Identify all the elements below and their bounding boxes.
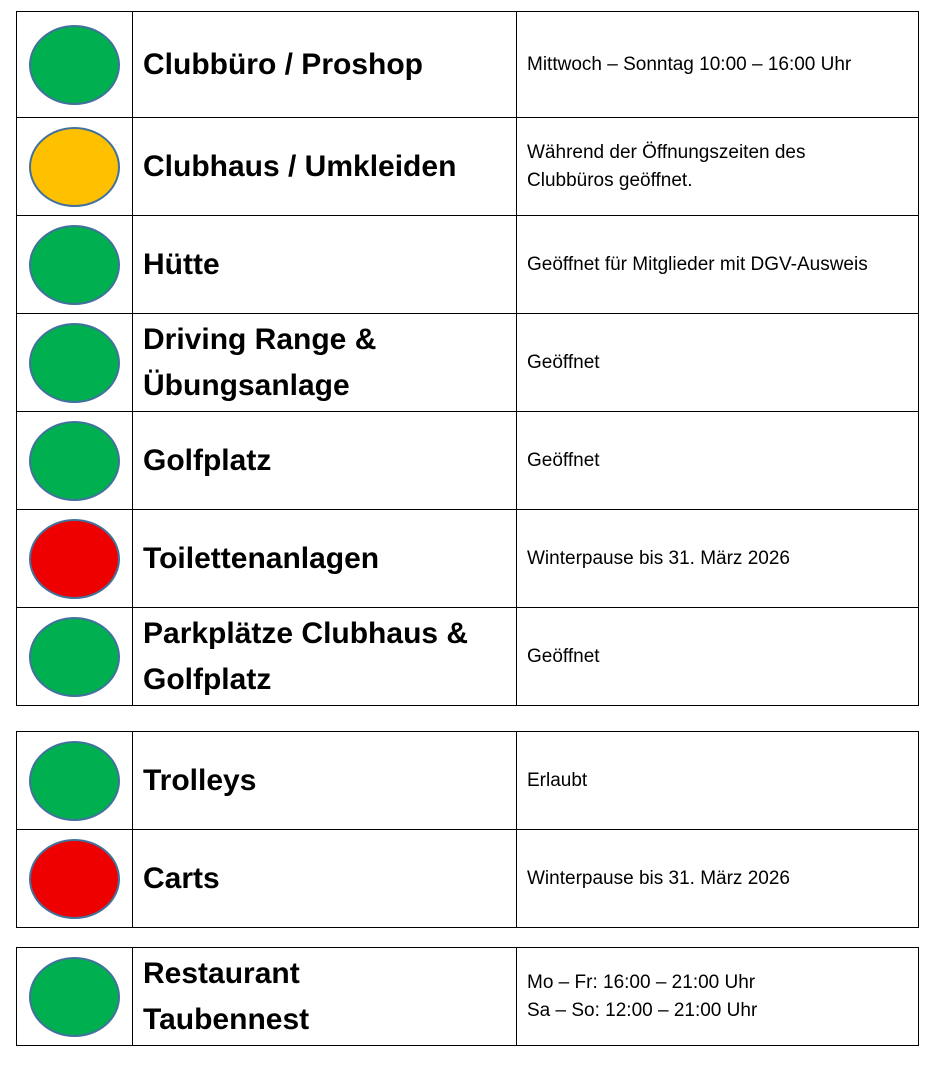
equipment-status-table: Trolleys Erlaubt Carts Winterpause bis 31. …: [16, 731, 919, 928]
status-cell: [17, 12, 133, 117]
facility-info: Winterpause bis 31. März 2026: [527, 547, 790, 569]
status-row: Toilettenanlagen Winterpause bis 31. März…: [17, 510, 918, 608]
status-row: Driving Range & Übungsanlage Geöffnet: [17, 314, 918, 412]
facility-info: Geöffnet für Mitglieder mit DGV-Ausweis: [527, 253, 868, 275]
status-cell: [17, 510, 133, 607]
status-light-green-icon: [29, 322, 120, 403]
facility-name: Trolleys: [133, 732, 517, 829]
facility-name: Restaurant Taubennest: [133, 948, 517, 1045]
status-row: Clubhaus / Umkleiden Während der Öffnungs…: [17, 118, 918, 216]
facility-name: Driving Range & Übungsanlage: [133, 314, 517, 411]
facility-name: Toilettenanlagen: [133, 510, 517, 607]
facility-info: Erlaubt: [527, 769, 588, 791]
facility-info: Während der Öffnungszeiten des Clubbüros…: [527, 141, 806, 191]
status-cell: [17, 314, 133, 411]
facility-info: Geöffnet: [527, 449, 600, 471]
status-row: Parkplätze Clubhaus & Golfplatz Geöffnet: [17, 608, 918, 706]
status-cell: [17, 830, 133, 927]
status-cell: [17, 608, 133, 705]
facility-info: Geöffnet: [527, 645, 600, 667]
status-row: Golfplatz Geöffnet: [17, 412, 918, 510]
status-light-green-icon: [29, 956, 120, 1037]
facility-name: Golfplatz: [133, 412, 517, 509]
status-cell: [17, 216, 133, 313]
status-light-yellow-icon: [29, 126, 120, 207]
status-cell: [17, 412, 133, 509]
facility-name: Carts: [133, 830, 517, 927]
status-row: Clubbüro / Proshop Mittwoch – Sonntag 10:…: [17, 12, 918, 118]
status-light-green-icon: [29, 616, 120, 697]
facility-name: Clubhaus / Umkleiden: [133, 118, 517, 215]
status-light-green-icon: [29, 740, 120, 821]
status-row: Trolleys Erlaubt: [17, 732, 918, 830]
status-row: Carts Winterpause bis 31. März 2026: [17, 830, 918, 928]
status-light-red-icon: [29, 838, 120, 919]
facility-name: Hütte: [133, 216, 517, 313]
facility-name: Parkplätze Clubhaus & Golfplatz: [133, 608, 517, 705]
status-light-green-icon: [29, 24, 120, 105]
status-cell: [17, 948, 133, 1045]
facility-info: Winterpause bis 31. März 2026: [527, 867, 790, 889]
status-cell: [17, 118, 133, 215]
facility-info: Mittwoch – Sonntag 10:00 – 16:00 Uhr: [527, 53, 852, 75]
restaurant-status-table: Restaurant Taubennest Mo – Fr: 16:00 – 21…: [16, 947, 919, 1046]
facilities-status-table: Clubbüro / Proshop Mittwoch – Sonntag 10:…: [16, 11, 919, 706]
status-cell: [17, 732, 133, 829]
status-row: Restaurant Taubennest Mo – Fr: 16:00 – 21…: [17, 948, 918, 1046]
status-light-red-icon: [29, 518, 120, 599]
facility-info: Mo – Fr: 16:00 – 21:00 Uhr Sa – So: 12:0…: [527, 971, 758, 1021]
status-light-green-icon: [29, 420, 120, 501]
status-light-green-icon: [29, 224, 120, 305]
facility-info: Geöffnet: [527, 351, 600, 373]
status-row: Hütte Geöffnet für Mitglieder mit DGV-Aus…: [17, 216, 918, 314]
facility-name: Clubbüro / Proshop: [133, 12, 517, 117]
